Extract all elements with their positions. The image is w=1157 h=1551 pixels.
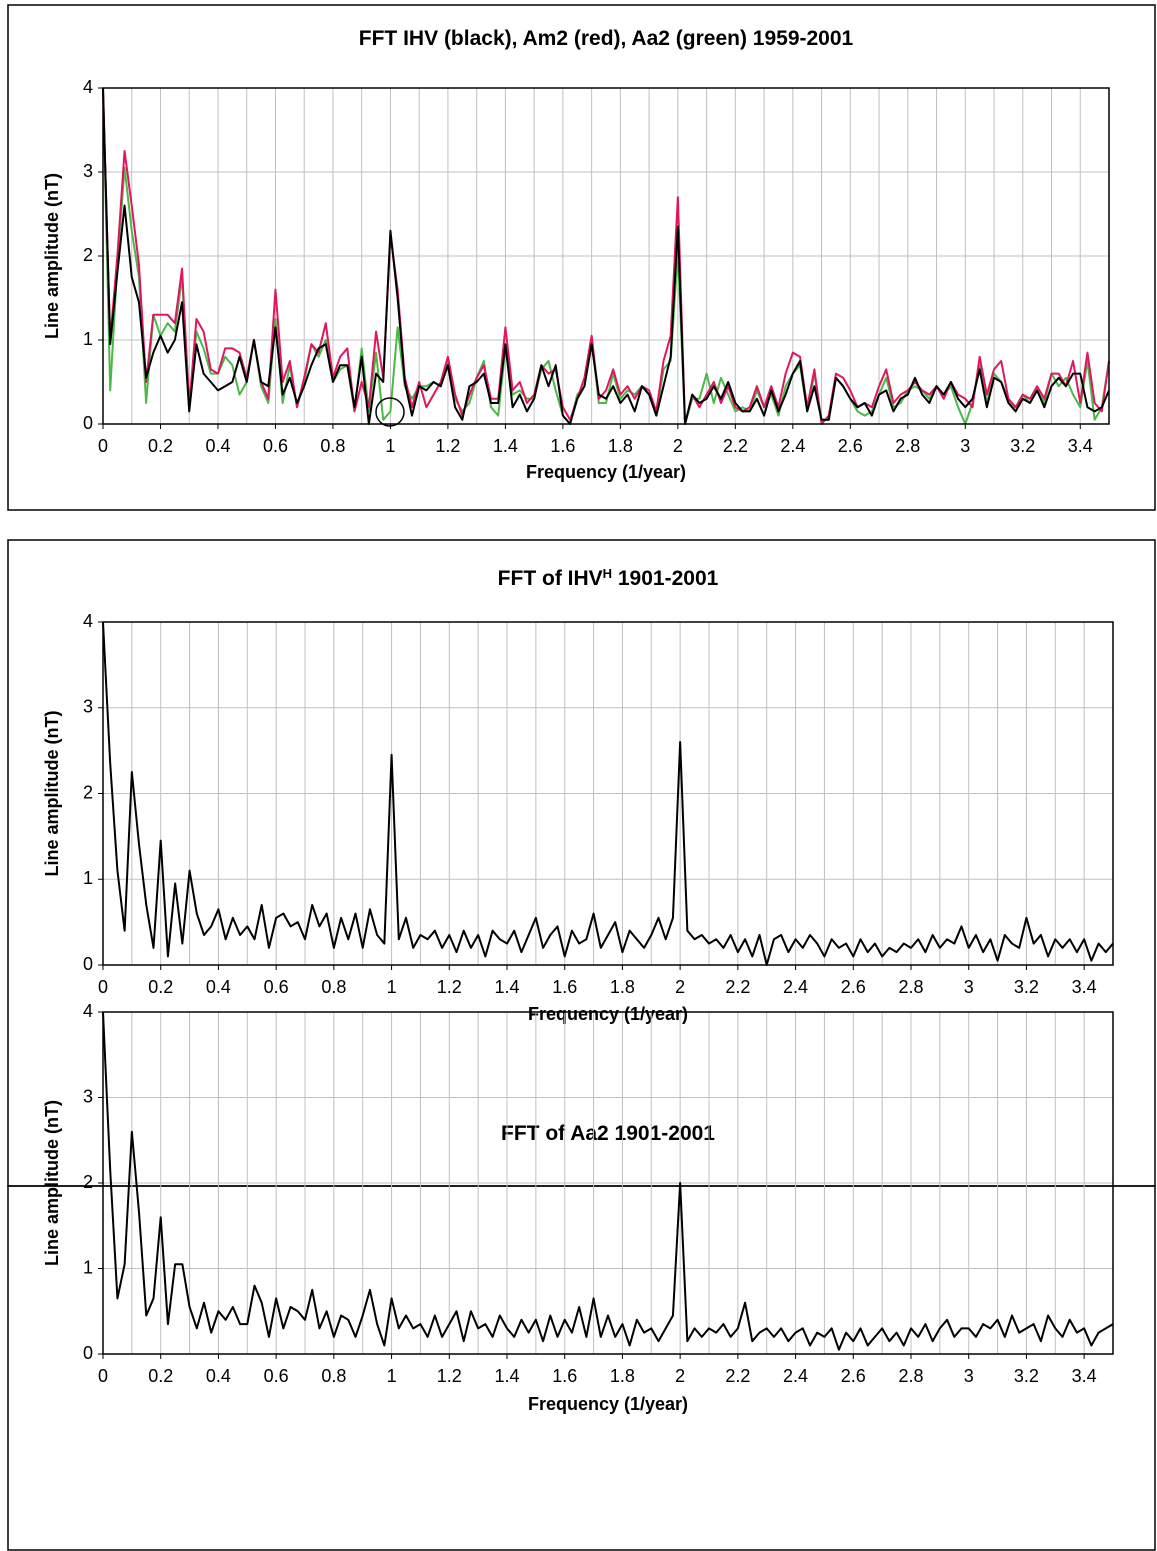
panel-border bbox=[7, 539, 1156, 1187]
x-tick-label: 0 bbox=[98, 1366, 108, 1386]
x-tick-label: 2.2 bbox=[723, 436, 748, 456]
y-tick-label: 0 bbox=[83, 954, 93, 974]
x-tick-label: 2 bbox=[675, 977, 685, 997]
title-part: H bbox=[603, 566, 612, 581]
x-tick-label: 1.4 bbox=[494, 1366, 519, 1386]
y-tick-label: 4 bbox=[83, 77, 93, 97]
x-tick-label: 0.4 bbox=[206, 977, 231, 997]
y-tick-label: 2 bbox=[83, 782, 93, 802]
panel-border bbox=[7, 4, 1156, 511]
data-line bbox=[102, 87, 1110, 425]
x-tick-label: 2.6 bbox=[841, 977, 866, 997]
x-tick-label: 3.2 bbox=[1014, 977, 1039, 997]
x-tick-label: 2 bbox=[673, 436, 683, 456]
chart-title: FFT of Aa2 1901-2001 bbox=[501, 1122, 715, 1145]
plot-frame bbox=[102, 621, 1114, 966]
x-tick-label: 0.4 bbox=[206, 1366, 231, 1386]
charts: FFT IHV (black), Am2 (red), Aa2 (green) … bbox=[42, 27, 1114, 1414]
chart: FFT of Aa2 1901-2001 Frequency (1/year) Li… bbox=[42, 1001, 1114, 1414]
x-tick-label: 3.2 bbox=[1010, 436, 1035, 456]
x-tick-label: 2.8 bbox=[898, 1366, 923, 1386]
plot-frame bbox=[102, 87, 1110, 425]
x-tick-label: 0.6 bbox=[264, 1366, 289, 1386]
chart-title: FFT of IHVH 1901-2001 bbox=[498, 566, 719, 591]
x-tick-label: 3 bbox=[964, 977, 974, 997]
x-axis-title: Frequency (1/year) bbox=[528, 1004, 688, 1024]
y-tick-label: 3 bbox=[83, 161, 93, 181]
chart: FFT IHV (black), Am2 (red), Aa2 (green) … bbox=[42, 27, 1110, 482]
x-tick-label: 0.6 bbox=[264, 977, 289, 997]
y-tick-label: 3 bbox=[83, 697, 93, 717]
x-tick-label: 0.2 bbox=[148, 977, 173, 997]
annotation-circle bbox=[375, 397, 405, 427]
panel-border bbox=[7, 1185, 1156, 1551]
x-tick-label: 0.8 bbox=[321, 1366, 346, 1386]
x-tick-label: 3.4 bbox=[1072, 1366, 1097, 1386]
x-axis-title: Frequency (1/year) bbox=[526, 462, 686, 482]
x-tick-label: 2.4 bbox=[780, 436, 805, 456]
x-tick-label: 0.8 bbox=[320, 436, 345, 456]
x-tick-label: 1.2 bbox=[435, 436, 460, 456]
chart: FFT of IHVH 1901-2001 Frequency (1/year) L… bbox=[42, 566, 1114, 1024]
chart-title: FFT IHV (black), Am2 (red), Aa2 (green) … bbox=[359, 27, 854, 50]
y-axis-title: Line amplitude (nT) bbox=[42, 711, 62, 877]
x-tick-label: 1 bbox=[387, 1366, 397, 1386]
x-tick-label: 0.6 bbox=[263, 436, 288, 456]
x-tick-label: 3.2 bbox=[1014, 1366, 1039, 1386]
title-part: 1901-2001 bbox=[612, 567, 719, 590]
x-tick-label: 2.4 bbox=[783, 1366, 808, 1386]
x-tick-label: 2.6 bbox=[841, 1366, 866, 1386]
title-part: FFT of IHV bbox=[498, 567, 603, 590]
x-tick-label: 2.8 bbox=[898, 977, 923, 997]
x-tick-label: 1.2 bbox=[437, 977, 462, 997]
x-tick-label: 3 bbox=[964, 1366, 974, 1386]
y-axis-title: Line amplitude (nT) bbox=[42, 173, 62, 339]
x-tick-label: 1.4 bbox=[493, 436, 518, 456]
x-tick-label: 1.6 bbox=[550, 436, 575, 456]
y-tick-label: 1 bbox=[83, 1257, 93, 1277]
x-tick-label: 2.6 bbox=[838, 436, 863, 456]
x-tick-label: 0.2 bbox=[148, 436, 173, 456]
x-tick-label: 1 bbox=[385, 436, 395, 456]
x-tick-label: 3.4 bbox=[1068, 436, 1093, 456]
x-tick-label: 1.4 bbox=[494, 977, 519, 997]
x-tick-label: 2 bbox=[675, 1366, 685, 1386]
y-tick-label: 4 bbox=[83, 611, 93, 631]
y-tick-label: 0 bbox=[83, 413, 93, 433]
y-axis-title: Line amplitude (nT) bbox=[42, 1100, 62, 1266]
x-tick-label: 3.4 bbox=[1072, 977, 1097, 997]
x-tick-label: 2.2 bbox=[725, 977, 750, 997]
x-tick-label: 2.8 bbox=[895, 436, 920, 456]
x-tick-label: 0.8 bbox=[321, 977, 346, 997]
y-tick-label: 2 bbox=[83, 245, 93, 265]
x-tick-label: 1.8 bbox=[610, 977, 635, 997]
data-line bbox=[102, 621, 1114, 966]
y-tick-label: 1 bbox=[83, 868, 93, 888]
x-tick-label: 1 bbox=[387, 977, 397, 997]
x-tick-label: 1.6 bbox=[552, 977, 577, 997]
x-tick-label: 0.2 bbox=[148, 1366, 173, 1386]
x-tick-label: 1.8 bbox=[608, 436, 633, 456]
x-tick-label: 0.4 bbox=[205, 436, 230, 456]
y-tick-label: 3 bbox=[83, 1086, 93, 1106]
x-tick-label: 2.4 bbox=[783, 977, 808, 997]
x-axis-title: Frequency (1/year) bbox=[528, 1394, 688, 1414]
y-tick-label: 2 bbox=[83, 1172, 93, 1192]
x-tick-label: 0 bbox=[98, 977, 108, 997]
x-tick-label: 2.2 bbox=[725, 1366, 750, 1386]
x-tick-label: 0 bbox=[98, 436, 108, 456]
data-line bbox=[102, 1011, 1114, 1351]
x-tick-label: 1.6 bbox=[552, 1366, 577, 1386]
y-tick-label: 4 bbox=[83, 1001, 93, 1021]
y-tick-label: 1 bbox=[83, 329, 93, 349]
x-tick-label: 1.2 bbox=[437, 1366, 462, 1386]
x-tick-label: 1.8 bbox=[610, 1366, 635, 1386]
x-tick-label: 3 bbox=[960, 436, 970, 456]
plot-frame bbox=[102, 1011, 1114, 1355]
y-tick-label: 0 bbox=[83, 1343, 93, 1363]
